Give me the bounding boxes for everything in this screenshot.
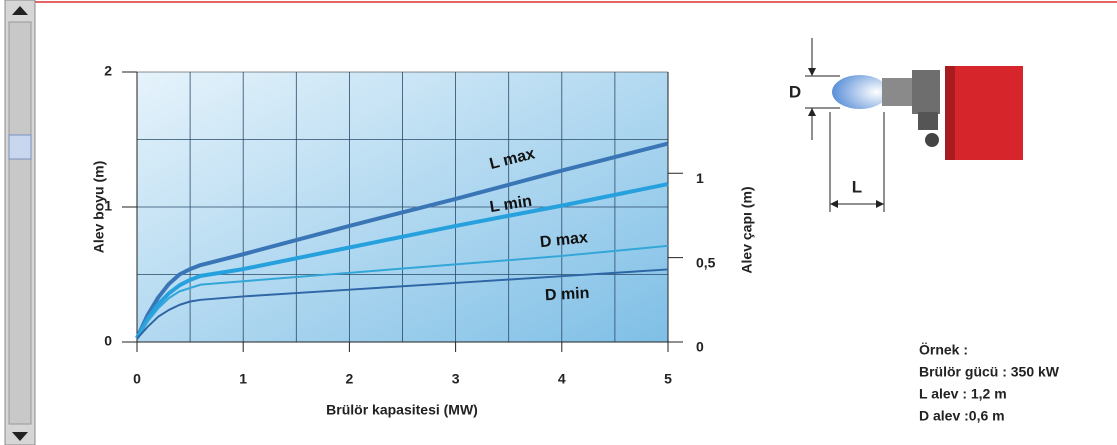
series-label: L min (489, 193, 534, 216)
example-line: Brülör gücü : 350 kW (919, 364, 1060, 380)
scroll-thumb[interactable] (8, 134, 32, 160)
arrow (808, 68, 816, 76)
series-label: D max (539, 229, 589, 251)
scroll-rail (8, 21, 32, 425)
x-tick-label: 1 (239, 371, 247, 387)
arrow (808, 108, 816, 116)
x-tick-label: 5 (664, 371, 672, 387)
series-line (135, 182, 669, 339)
y2-tick-label: 0 (696, 339, 704, 355)
scrollbar[interactable] (4, 0, 36, 445)
y2-axis-label: Alev çapı (m) (739, 186, 755, 273)
blast-tube (882, 78, 912, 106)
x-tick-label: 0 (133, 371, 141, 387)
series-line (135, 141, 669, 339)
x-tick-label: 3 (452, 371, 460, 387)
series-label: D min (545, 285, 590, 304)
example-line: D alev :0,6 m (919, 408, 1005, 424)
scroll-down[interactable] (12, 432, 28, 441)
burner-shade (945, 66, 955, 160)
example-line: Örnek : (919, 342, 968, 358)
series-line (136, 268, 669, 340)
y2-tick-label: 1 (696, 170, 704, 186)
l-label: L (852, 177, 862, 196)
d-label: D (789, 82, 801, 101)
y-tick-label: 0 (104, 333, 112, 349)
y-tick-label: 1 (104, 198, 112, 214)
flange (912, 70, 940, 114)
x-tick-label: 2 (346, 371, 354, 387)
x-tick-label: 4 (558, 371, 566, 387)
y-tick-label: 2 (104, 63, 112, 79)
valve-knob (925, 133, 939, 147)
x-axis-label: Brülör kapasitesi (MW) (326, 402, 478, 418)
burner-body (945, 66, 1023, 160)
scroll-up[interactable] (12, 6, 28, 15)
example: Örnek : Brülör gücü : 350 kW L alev : 1,… (919, 342, 1060, 424)
valve (918, 112, 938, 130)
burner-diagram: D L (789, 38, 1023, 212)
y2-tick-label: 0,5 (696, 254, 716, 270)
example-line: L alev : 1,2 m (919, 386, 1007, 402)
y-axis-label: Alev boyu (m) (91, 161, 107, 254)
series-line (136, 244, 669, 340)
flame (832, 75, 888, 109)
